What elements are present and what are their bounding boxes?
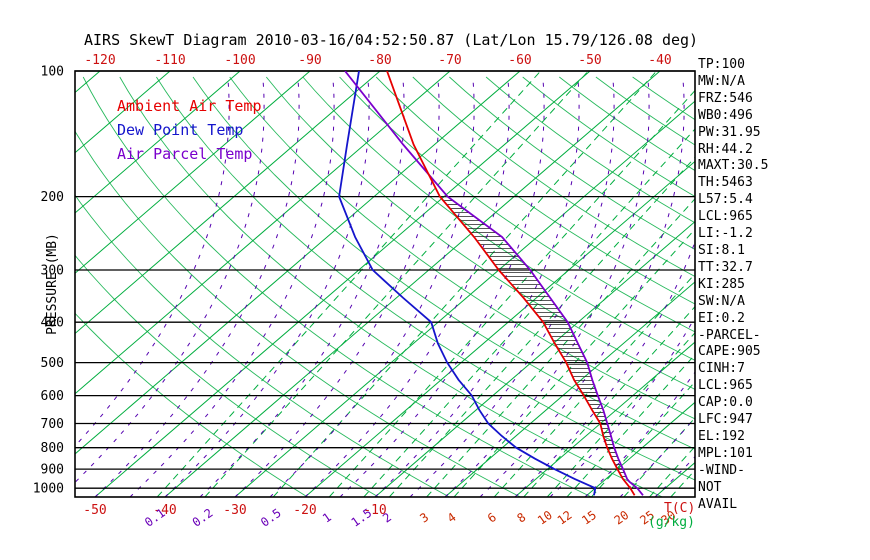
svg-text:2: 2 [380, 510, 394, 526]
chart-title: AIRS SkewT Diagram 2010-03-16/04:52:50.8… [84, 31, 699, 49]
moist-adiabat-lines [75, 76, 695, 497]
stat-line: MW:N/A [698, 73, 745, 89]
svg-text:8: 8 [514, 510, 528, 526]
stat-line: TH:5463 [698, 175, 753, 191]
svg-text:10: 10 [535, 508, 555, 528]
svg-text:30: 30 [659, 508, 679, 528]
svg-text:-40: -40 [153, 503, 176, 518]
svg-text:25: 25 [637, 508, 657, 528]
stat-line: KI:285 [698, 276, 745, 292]
svg-text:1: 1 [320, 510, 334, 526]
svg-text:-20: -20 [293, 503, 316, 518]
svg-text:-50: -50 [578, 53, 601, 68]
svg-text:15: 15 [579, 508, 599, 528]
stats-panel: TP:100 MW:N/A FRZ:546 WB0:496 PW:31.95 RH:44.… [698, 57, 768, 513]
ambient-curve [386, 71, 636, 496]
svg-text:100: 100 [41, 65, 64, 80]
svg-text:-40: -40 [648, 53, 671, 68]
stat-line: CAP:0.0 [698, 395, 753, 411]
pressure-grid [74, 70, 696, 498]
svg-text:-100: -100 [224, 53, 255, 68]
stat-line: NOT [698, 479, 722, 495]
stat-line: SI:8.1 [698, 242, 745, 258]
svg-text:0.5: 0.5 [258, 506, 284, 530]
svg-text:700: 700 [41, 417, 64, 432]
stat-line: TT:32.7 [698, 259, 753, 275]
pressure-tick-labels: 100 200 300 400 500 600 700 800 900 1000 [33, 65, 64, 497]
svg-text:800: 800 [41, 441, 64, 456]
svg-text:300: 300 [41, 264, 64, 279]
svg-text:0.2: 0.2 [190, 506, 216, 530]
svg-text:4: 4 [445, 510, 459, 526]
stat-line: PW:31.95 [698, 124, 761, 140]
svg-text:500: 500 [41, 356, 64, 371]
svg-text:1000: 1000 [33, 482, 64, 497]
bottom-temp-labels: -50 -40 -30 -20 -10 [83, 503, 386, 518]
stat-line: MPL:101 [698, 445, 753, 461]
stat-line: L57:5.4 [698, 192, 753, 208]
svg-text:-90: -90 [298, 53, 321, 68]
temp-unit-label: T(C) [664, 501, 695, 516]
stat-line: LI:-1.2 [698, 226, 753, 242]
stat-line: WB0:496 [698, 107, 753, 123]
pressure-axis-label: PRESSURE (MB) [45, 233, 60, 335]
stat-line: CINH:7 [698, 361, 745, 377]
legend-air-parcel-temp: Air Parcel Temp [117, 145, 253, 163]
svg-text:-70: -70 [438, 53, 461, 68]
stat-line: RH:44.2 [698, 141, 753, 157]
dry-adiabat-lines [75, 76, 695, 497]
stat-line: AVAIL [698, 496, 738, 512]
svg-text:-80: -80 [368, 53, 391, 68]
legend-ambient-air-temp: Ambient Air Temp [117, 97, 262, 115]
stat-line: SW:N/A [698, 293, 745, 309]
svg-text:-110: -110 [154, 53, 185, 68]
mixing-unit-label: (g/kg) [648, 515, 695, 530]
stat-line: TP:100 [698, 57, 745, 72]
svg-text:-30: -30 [223, 503, 246, 518]
stat-line: FRZ:546 [698, 90, 753, 106]
svg-text:6: 6 [485, 510, 499, 526]
top-temp-labels: -120 -110 -100 -90 -80 -70 -60 -50 -40 [84, 53, 671, 68]
svg-text:12: 12 [555, 508, 575, 528]
svg-text:-60: -60 [508, 53, 531, 68]
stat-line: MAXT:30.5 [698, 158, 769, 174]
dewpoint-curve [338, 71, 597, 496]
svg-text:-10: -10 [363, 503, 386, 518]
svg-text:20: 20 [612, 508, 632, 528]
svg-text:-120: -120 [84, 53, 115, 68]
stat-line: -WIND- [698, 462, 745, 478]
svg-text:400: 400 [41, 316, 64, 331]
svg-text:900: 900 [41, 463, 64, 478]
cape-hatching [439, 196, 627, 478]
stat-line: LCL:965 [698, 209, 753, 225]
svg-text:200: 200 [41, 190, 64, 205]
stat-line: EI:0.2 [698, 310, 745, 326]
isotherm-lines [75, 71, 695, 497]
legend-dew-point-temp: Dew Point Temp [117, 121, 244, 139]
parcel-curve [344, 71, 644, 496]
stat-line: LFC:947 [698, 412, 753, 428]
svg-text:-50: -50 [83, 503, 106, 518]
svg-text:3: 3 [417, 510, 431, 526]
svg-text:600: 600 [41, 389, 64, 404]
stat-line: -PARCEL- [698, 327, 761, 343]
stat-line: CAPE:905 [698, 344, 761, 360]
stat-line: EL:192 [698, 428, 745, 444]
stat-line: LCL:965 [698, 378, 753, 394]
